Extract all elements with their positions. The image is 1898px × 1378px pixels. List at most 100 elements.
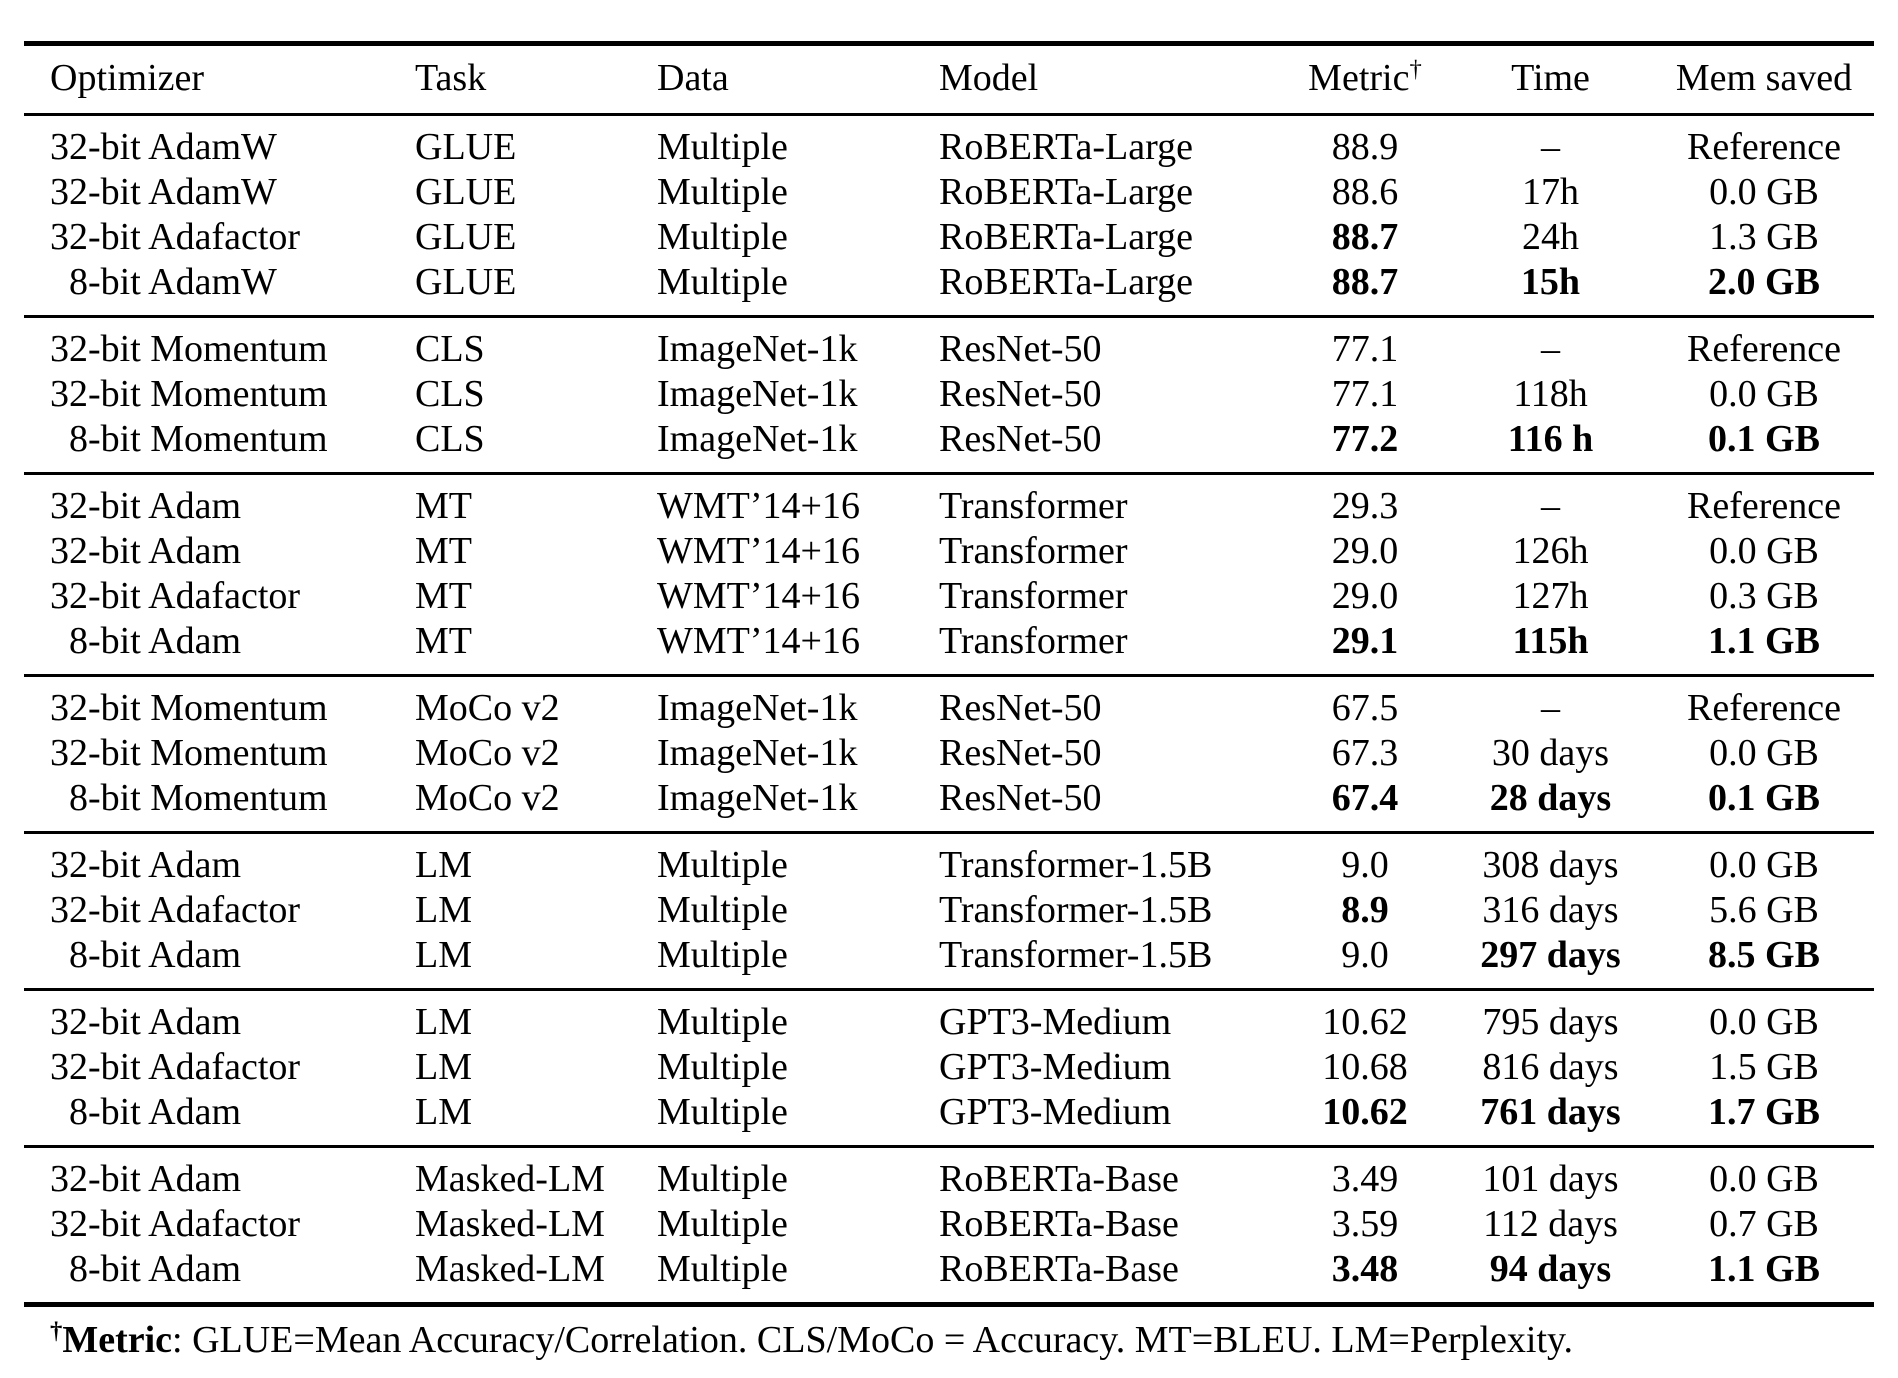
column-header: Metric† bbox=[1283, 43, 1447, 116]
cell: Transformer-1.5B bbox=[939, 889, 1213, 931]
cell: Transformer bbox=[939, 620, 1128, 662]
cell: 308 days bbox=[1482, 844, 1619, 886]
cell: 1.5 GB bbox=[1709, 1046, 1819, 1088]
cell: ResNet-50 bbox=[939, 687, 1102, 729]
cell: 29.3 bbox=[1331, 485, 1399, 527]
cell: MT bbox=[415, 485, 472, 527]
cell: 28 days bbox=[1489, 777, 1612, 819]
table-row: 32-bit Adafactor MT WMT’14+16 Transformer 29… bbox=[24, 574, 1874, 619]
table-row: 32-bit Momentum CLS ImageNet-1k ResNet-50 77… bbox=[24, 372, 1874, 417]
cell: RoBERTa-Base bbox=[939, 1248, 1179, 1290]
cell: 118h bbox=[1513, 373, 1588, 415]
cell: 9.0 bbox=[1341, 934, 1389, 976]
cell: MoCo v2 bbox=[415, 777, 560, 819]
table-row: 8-bit Adam Masked-LM Multiple RoBERTa-Base 3… bbox=[24, 1247, 1874, 1305]
table-row: 8-bit Adam MT WMT’14+16 Transformer 29.1 115h… bbox=[24, 619, 1874, 676]
table-row: 8-bit Momentum CLS ImageNet-1k ResNet-50 77.… bbox=[24, 417, 1874, 474]
cell: 32-bit Adafactor bbox=[50, 1046, 301, 1088]
table-row: 8-bit Momentum MoCo v2 ImageNet-1k ResNet-5… bbox=[24, 776, 1874, 833]
cell: WMT’14+16 bbox=[657, 620, 860, 662]
cell: 32-bit Momentum bbox=[50, 373, 328, 415]
cell: MoCo v2 bbox=[415, 732, 560, 774]
cell: 10.62 bbox=[1322, 1001, 1408, 1043]
footnote-term: †Metric bbox=[50, 1317, 173, 1361]
cell: 32-bit Adafactor bbox=[50, 889, 301, 931]
cell: ImageNet-1k bbox=[657, 418, 858, 460]
table-group: 32-bit Adam LM Multiple GPT3-Medium 10.62 795… bbox=[24, 989, 1874, 1147]
table-row: 32-bit Momentum MoCo v2 ImageNet-1k ResNet-… bbox=[24, 676, 1874, 732]
cell: 126h bbox=[1512, 530, 1589, 572]
cell: ResNet-50 bbox=[939, 732, 1102, 774]
cell: 1.1 GB bbox=[1708, 1248, 1820, 1290]
cell: 29.0 bbox=[1331, 530, 1399, 572]
cell: ImageNet-1k bbox=[657, 732, 858, 774]
cell: RoBERTa-Large bbox=[939, 261, 1193, 303]
cell: ResNet-50 bbox=[939, 373, 1102, 415]
cell: Masked-LM bbox=[415, 1203, 605, 1245]
cell: GLUE bbox=[415, 216, 517, 258]
cell: 15h bbox=[1520, 261, 1581, 303]
cell: MoCo v2 bbox=[415, 687, 560, 729]
cell: 0.1 GB bbox=[1708, 418, 1820, 460]
cell: 88.9 bbox=[1331, 126, 1399, 168]
cell: 795 days bbox=[1482, 1001, 1619, 1043]
cell: Transformer bbox=[939, 485, 1128, 527]
cell: 32-bit Adafactor bbox=[50, 575, 301, 617]
cell: Multiple bbox=[657, 126, 788, 168]
cell: Multiple bbox=[657, 1091, 788, 1133]
results-table: Optimizer Task Data Model Metric† Time Mem sav… bbox=[24, 41, 1874, 1307]
table-row: 8-bit AdamW GLUE Multiple RoBERTa-Large 88.7… bbox=[24, 260, 1874, 317]
cell: GLUE bbox=[415, 126, 517, 168]
cell: 88.7 bbox=[1331, 261, 1399, 303]
cell: 1.1 GB bbox=[1708, 620, 1820, 662]
cell: 112 days bbox=[1483, 1203, 1618, 1245]
column-header: Data bbox=[657, 43, 939, 116]
table-row: 32-bit Momentum MoCo v2 ImageNet-1k ResNet-… bbox=[24, 731, 1874, 776]
cell: Masked-LM bbox=[415, 1248, 605, 1290]
cell: 0.0 GB bbox=[1709, 373, 1819, 415]
table-row: 32-bit Adafactor Masked-LM Multiple RoBERTa… bbox=[24, 1202, 1874, 1247]
cell: GLUE bbox=[415, 171, 517, 213]
cell: Multiple bbox=[657, 1248, 788, 1290]
cell: 10.68 bbox=[1322, 1046, 1408, 1088]
cell: MT bbox=[415, 530, 472, 572]
cell: Transformer bbox=[939, 530, 1128, 572]
cell: 32-bit AdamW bbox=[50, 171, 277, 213]
cell: RoBERTa-Base bbox=[939, 1203, 1179, 1245]
cell: 77.2 bbox=[1331, 418, 1399, 460]
cell: Transformer bbox=[939, 575, 1128, 617]
cell: Multiple bbox=[657, 844, 788, 886]
cell: Transformer-1.5B bbox=[939, 934, 1213, 976]
cell: 29.0 bbox=[1331, 575, 1399, 617]
cell: 0.3 GB bbox=[1709, 575, 1819, 617]
table-header: Optimizer Task Data Model Metric† Time Mem sav… bbox=[24, 43, 1874, 116]
cell: 0.0 GB bbox=[1709, 844, 1819, 886]
cell: 127h bbox=[1512, 575, 1589, 617]
column-header: Task bbox=[415, 43, 657, 116]
cell: 32-bit Momentum bbox=[50, 687, 328, 729]
table-row: 8-bit Adam LM Multiple GPT3-Medium 10.62 761 … bbox=[24, 1090, 1874, 1147]
cell: 32-bit Adafactor bbox=[50, 216, 301, 258]
cell: Multiple bbox=[657, 1203, 788, 1245]
cell: WMT’14+16 bbox=[657, 485, 860, 527]
cell: MT bbox=[415, 620, 472, 662]
cell: 3.59 bbox=[1331, 1203, 1399, 1245]
cell: Multiple bbox=[657, 261, 788, 303]
cell: 17h bbox=[1522, 171, 1579, 213]
cell: ImageNet-1k bbox=[657, 373, 858, 415]
cell: 32-bit Adam bbox=[50, 1158, 242, 1200]
cell: – bbox=[1541, 687, 1560, 729]
cell: Transformer-1.5B bbox=[939, 844, 1213, 886]
cell: 816 days bbox=[1482, 1046, 1619, 1088]
cell: ImageNet-1k bbox=[657, 328, 858, 370]
cell: Multiple bbox=[657, 1046, 788, 1088]
cell: 0.0 GB bbox=[1709, 530, 1819, 572]
cell: ImageNet-1k bbox=[657, 777, 858, 819]
cell: ResNet-50 bbox=[939, 777, 1102, 819]
table-group: 32-bit Adam LM Multiple Transformer-1.5B 9.0… bbox=[24, 832, 1874, 990]
column-header: Optimizer bbox=[24, 43, 415, 116]
cell: ResNet-50 bbox=[939, 328, 1102, 370]
cell: 32-bit Adam bbox=[50, 1001, 242, 1043]
table-row: 32-bit Adafactor LM Multiple GPT3-Medium 10.… bbox=[24, 1045, 1874, 1090]
cell: WMT’14+16 bbox=[657, 530, 860, 572]
